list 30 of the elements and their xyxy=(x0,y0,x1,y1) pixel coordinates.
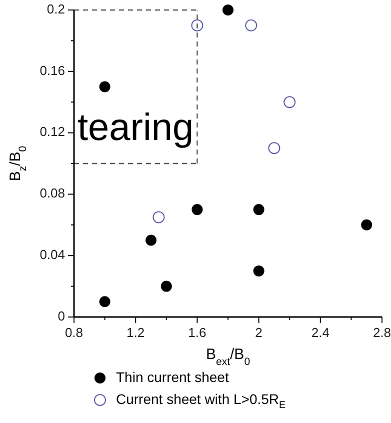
y-tick-label: 0.08 xyxy=(40,186,65,201)
x-tick-label: 0.8 xyxy=(64,325,84,340)
point xyxy=(222,4,234,16)
point xyxy=(284,96,296,108)
legend-label: Current sheet with L>0.5R$_{E}$ xyxy=(116,390,286,412)
x-tick-label: 2.8 xyxy=(372,325,391,340)
point xyxy=(146,234,156,246)
point xyxy=(99,296,110,308)
y-tick-label: 0.2 xyxy=(46,1,65,16)
point xyxy=(245,19,258,32)
x-axis-title: B$_{ext}$/B$_{0}$ xyxy=(206,346,250,368)
x-tick-label: 1.6 xyxy=(188,325,206,340)
point xyxy=(253,265,264,276)
x-tick-label: 2 xyxy=(255,325,262,340)
legend-label: Thin current sheet xyxy=(116,368,229,385)
point xyxy=(191,19,204,32)
point xyxy=(361,219,372,230)
point xyxy=(99,81,110,92)
point xyxy=(268,142,280,154)
x-tick-label: 1.2 xyxy=(126,325,145,340)
annotation: tearing xyxy=(78,106,194,149)
point xyxy=(192,204,203,216)
point xyxy=(152,211,165,224)
y-tick-label: 0.04 xyxy=(40,247,65,262)
y-tick-label: 0.16 xyxy=(40,62,65,78)
x-tick-label: 2.4 xyxy=(311,325,330,340)
point xyxy=(160,280,172,292)
y-tick-label: 0 xyxy=(58,308,65,324)
point xyxy=(253,204,264,216)
y-tick-label: 0.12 xyxy=(40,124,65,140)
